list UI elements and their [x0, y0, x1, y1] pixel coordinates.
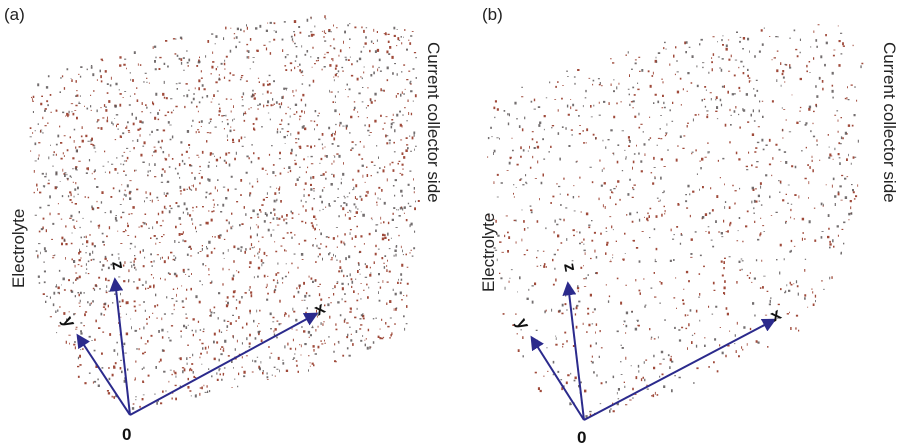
x-axis	[584, 320, 774, 420]
axes: 0 z y x	[58, 259, 328, 444]
panel-label: (b)	[482, 5, 503, 24]
panel-label: (a)	[4, 5, 25, 24]
figure: (a) Electrolyte Current collector side 0…	[0, 0, 902, 447]
axes: 0 z y x	[512, 261, 784, 447]
origin-label: 0	[577, 428, 586, 447]
z-label: z	[560, 261, 580, 273]
points	[488, 28, 862, 418]
z-label: z	[108, 259, 128, 271]
left-label: Electrolyte	[9, 209, 28, 288]
origin-label: 0	[122, 425, 131, 444]
right-label: Current collector side	[424, 42, 443, 203]
right-label: Current collector side	[880, 42, 899, 203]
y-label: y	[58, 313, 79, 331]
y-label: y	[512, 315, 533, 333]
left-label: Electrolyte	[479, 213, 498, 292]
point-cloud	[487, 24, 863, 418]
x-axis	[130, 314, 316, 415]
